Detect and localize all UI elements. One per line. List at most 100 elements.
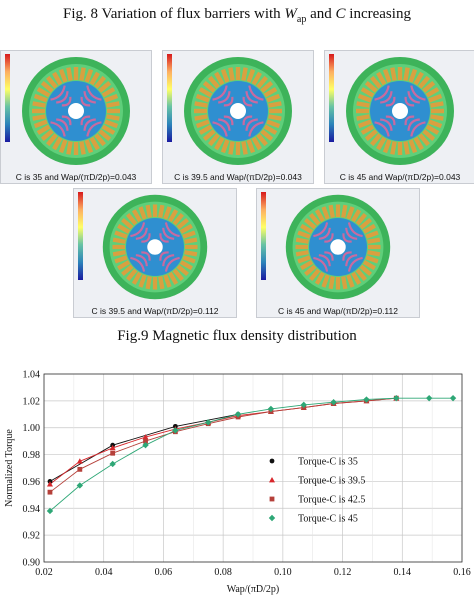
stator-slot xyxy=(268,114,282,121)
flux-barriers xyxy=(130,222,180,272)
stator-slot xyxy=(152,276,158,290)
flux-barrier xyxy=(130,256,146,272)
color-legend-bar xyxy=(167,54,172,142)
data-point xyxy=(46,507,54,515)
stator-slot xyxy=(335,204,341,218)
stator-slot xyxy=(158,204,165,218)
stator-slot xyxy=(194,108,207,114)
x-tick-label: 0.02 xyxy=(35,567,53,578)
flux-barrier xyxy=(50,85,66,101)
x-tick-label: 0.06 xyxy=(155,567,173,578)
flux-barrier xyxy=(245,118,258,131)
stator-slot xyxy=(356,114,370,121)
data-point xyxy=(300,401,307,409)
stator-slot xyxy=(360,124,375,135)
stator-slot xyxy=(106,114,120,121)
stator-slot xyxy=(194,101,208,108)
stator-slot xyxy=(357,119,372,129)
stator-slot xyxy=(362,260,376,271)
stator-slot xyxy=(117,260,131,271)
flux-barrier xyxy=(345,227,358,240)
stator-slot xyxy=(367,244,381,250)
stator-slots xyxy=(32,67,120,155)
data-point xyxy=(109,444,116,451)
stator-slot xyxy=(328,204,335,218)
stator-slot xyxy=(106,101,120,108)
stator-slot xyxy=(98,129,112,141)
flux-barrier xyxy=(61,115,72,126)
stator-slot xyxy=(251,136,262,151)
y-tick-label: 0.98 xyxy=(23,450,41,461)
chart-axes xyxy=(43,373,463,563)
stator-slots xyxy=(112,204,198,290)
stator-slot xyxy=(89,71,100,86)
stator-slot xyxy=(309,268,321,281)
flux-barriers xyxy=(374,85,426,137)
stator-slot xyxy=(422,129,436,141)
stator-slot xyxy=(184,250,198,257)
flux-barrier xyxy=(135,254,148,267)
flux-barrier xyxy=(342,251,352,261)
flux-density-image-5: C is 45 and Wap/(πD/2p)=0.112 xyxy=(256,188,420,318)
stator-slot xyxy=(66,141,73,155)
flux-density-image-2: C is 39.5 and Wap/(πD/2p)=0.043 xyxy=(162,50,314,184)
stator-slot xyxy=(220,68,230,83)
stator-slot xyxy=(235,142,241,155)
flux-barrier xyxy=(318,227,331,240)
stator-slot xyxy=(101,87,116,98)
data-point xyxy=(47,489,53,495)
stator-slot xyxy=(235,67,241,80)
flux-barrier xyxy=(159,251,169,261)
stator-slot xyxy=(79,67,86,81)
stator-slot xyxy=(112,237,126,244)
flux-barrier xyxy=(380,118,393,131)
flux-barrier xyxy=(218,91,231,104)
stator-slot xyxy=(297,255,311,264)
stator-slot xyxy=(40,81,54,93)
shaft-hole xyxy=(330,239,346,255)
stator-slot xyxy=(145,204,152,218)
stator-slot xyxy=(376,71,387,86)
stator-slot xyxy=(52,136,63,151)
plot-frame xyxy=(43,373,463,563)
flux-barrier xyxy=(242,115,253,126)
flux-density-image-3: C is 45 and Wap/(πD/2p)=0.043 xyxy=(324,50,474,184)
stator-slot xyxy=(194,114,208,121)
fig8-caption-c: C xyxy=(335,6,346,22)
flux-barrier xyxy=(404,115,415,126)
shaft-hole xyxy=(392,103,408,119)
stator-slots xyxy=(356,67,444,155)
stator-slot xyxy=(58,68,68,83)
stator-slot xyxy=(256,133,268,147)
stator-slot xyxy=(428,119,443,129)
stator-slot xyxy=(202,129,216,141)
stator-slot xyxy=(297,230,311,239)
stator-slot xyxy=(408,139,418,154)
y-axis-label: Normalized Torque xyxy=(4,429,15,507)
stator-slot xyxy=(251,71,262,86)
stator-slot xyxy=(89,136,100,151)
stator-slot xyxy=(138,206,147,220)
motor-cross-section xyxy=(184,57,292,165)
stator-slot xyxy=(66,67,73,81)
stator-slot xyxy=(202,81,216,93)
stator-slot xyxy=(114,255,128,264)
fig8-caption-mid: and xyxy=(306,6,336,22)
stator-slot xyxy=(46,75,58,89)
stator-slot xyxy=(260,81,274,93)
stator-slot xyxy=(403,141,410,155)
fig8-caption-w: W xyxy=(284,6,297,22)
stator-slot xyxy=(195,93,210,103)
stator-slot xyxy=(430,114,444,121)
flux-barrier xyxy=(159,233,169,243)
fig8-caption-prefix: Fig. 8 Variation of flux barriers with xyxy=(63,6,285,22)
flux-barrier xyxy=(223,115,234,126)
data-point xyxy=(425,394,433,402)
flux-barrier xyxy=(130,222,146,238)
stator-slot xyxy=(321,206,330,220)
chart-legend: Torque-C is 35 Torque-C is 39.5 Torque-C i… xyxy=(268,457,365,525)
stator-slot xyxy=(418,75,430,89)
stator-slot xyxy=(314,209,325,223)
stator-slot xyxy=(408,68,418,83)
flux-barrier xyxy=(242,96,253,107)
